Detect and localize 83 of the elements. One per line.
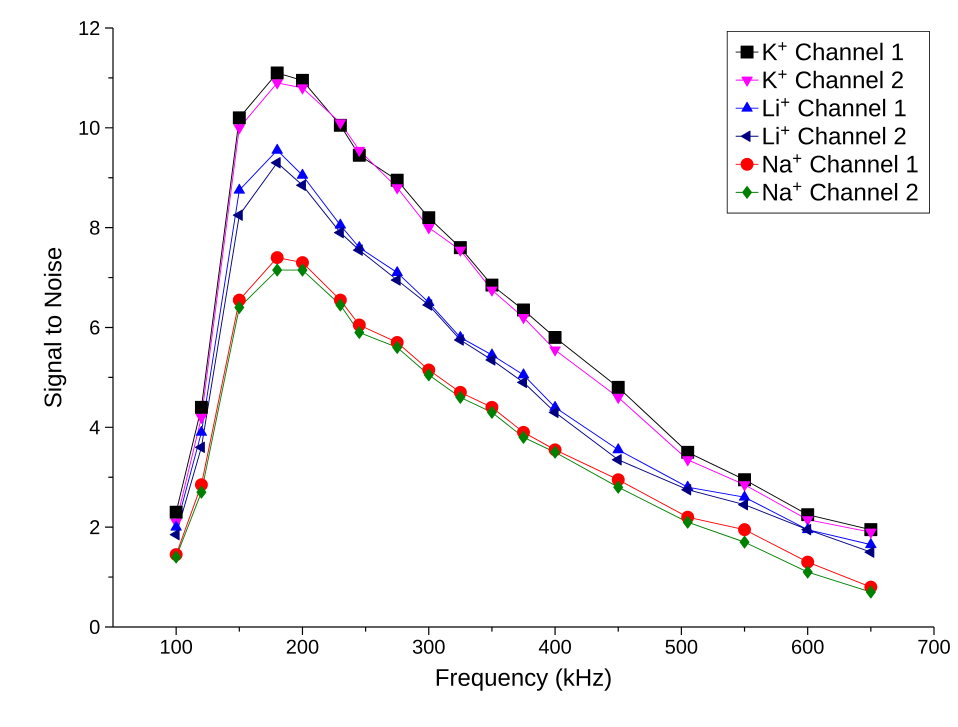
point <box>612 394 624 404</box>
point <box>865 538 877 548</box>
point <box>740 536 750 549</box>
y-tick-label: 10 <box>80 120 100 135</box>
point <box>196 414 208 424</box>
y-axis-title: Signal to Noise <box>44 248 66 408</box>
y-tick-label: 8 <box>90 220 100 235</box>
point <box>518 314 530 324</box>
point <box>681 484 692 496</box>
y-tick-label: 4 <box>90 420 100 434</box>
point <box>422 211 436 224</box>
x-tick-label: 200 <box>286 640 318 654</box>
point <box>738 490 750 501</box>
x-tick-label: 600 <box>792 640 824 654</box>
point <box>352 244 363 256</box>
point <box>234 124 245 134</box>
y-tick-label: 2 <box>90 520 100 534</box>
point <box>270 157 281 168</box>
point <box>170 506 183 519</box>
point <box>334 119 346 130</box>
point <box>454 334 464 346</box>
legend-label: K$^{+}$ Channel 1 <box>764 42 903 60</box>
point <box>392 340 402 354</box>
point <box>486 406 497 419</box>
x-axis-title: Frequency (kHz) <box>436 668 611 691</box>
legend-label: Li$^{+}$ Channel 2 <box>764 126 906 145</box>
legend-label: K$^{+}$ Channel 2 <box>764 70 903 88</box>
x-tick-label: 400 <box>538 640 571 654</box>
point <box>390 274 401 286</box>
point <box>232 111 246 124</box>
point <box>864 546 874 558</box>
point <box>738 499 748 510</box>
point <box>272 264 282 277</box>
y-tick-label: 6 <box>90 320 100 335</box>
y-tick-label: 12 <box>80 21 100 35</box>
legend-label: Li$^{+}$ Channel 1 <box>764 98 906 116</box>
point <box>392 184 403 194</box>
point <box>682 516 693 529</box>
point <box>194 400 208 414</box>
point <box>613 480 624 494</box>
point <box>297 264 308 277</box>
point <box>296 84 308 94</box>
legend-label: Na$^{+}$ Channel 1 <box>764 154 918 173</box>
point <box>550 446 560 459</box>
point <box>171 550 182 564</box>
y-tick-label: 0 <box>90 620 100 634</box>
point <box>335 298 346 312</box>
x-tick-label: 500 <box>665 640 698 654</box>
point <box>232 210 243 221</box>
x-tick-label: 700 <box>918 640 950 654</box>
point <box>194 442 205 453</box>
point <box>485 354 496 366</box>
point <box>424 368 434 382</box>
point <box>272 79 283 90</box>
point <box>334 226 344 238</box>
point <box>866 586 876 599</box>
point <box>802 566 813 579</box>
point <box>738 523 751 536</box>
point <box>196 486 206 499</box>
point <box>270 66 284 80</box>
x-tick-label: 300 <box>412 640 445 654</box>
point <box>354 326 364 339</box>
point <box>234 301 244 314</box>
point <box>422 299 432 311</box>
point <box>354 146 365 157</box>
point <box>517 376 527 388</box>
point <box>549 346 561 356</box>
point <box>454 246 466 257</box>
point <box>486 286 498 297</box>
point <box>296 180 306 191</box>
point <box>270 251 284 264</box>
point <box>548 331 562 344</box>
legend-label: Na$^{+}$ Channel 2 <box>764 182 918 201</box>
point <box>801 556 814 569</box>
point <box>170 528 180 540</box>
point <box>612 443 624 454</box>
point <box>548 406 559 418</box>
point <box>518 430 528 444</box>
x-tick-label: 100 <box>161 640 192 654</box>
point <box>612 380 625 394</box>
point <box>423 224 434 234</box>
point <box>455 390 466 404</box>
point <box>612 454 622 466</box>
